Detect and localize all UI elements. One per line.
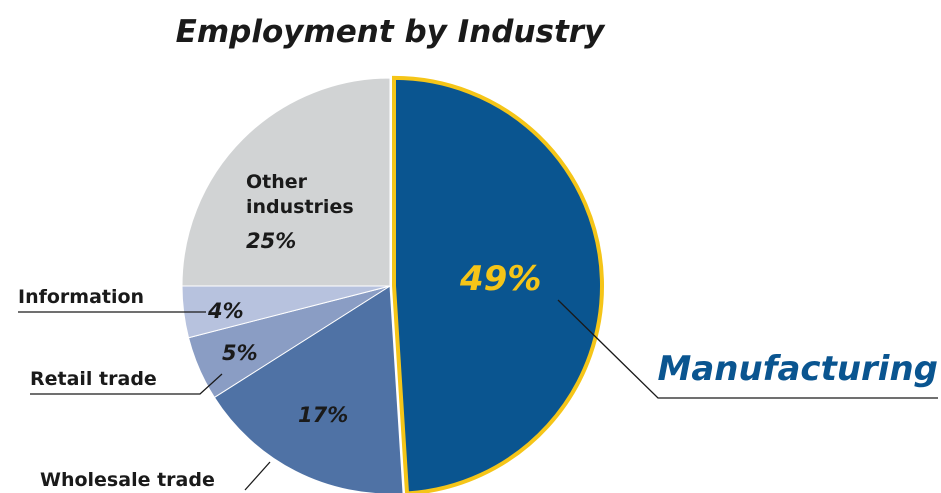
pie-slice-wholesale-trade [213,285,404,493]
slice-value-wholesale-trade: 17% [298,403,348,427]
pie-slice-manufacturing [392,75,604,493]
slice-value-other-industries: 25% [246,229,296,253]
leader-line-manufacturing [557,299,938,399]
slice-label-wholesale-trade: Wholesale trade [40,469,215,491]
slice-label-other-line-2: industries [246,196,354,218]
slice-value-manufacturing: 49% [459,259,541,299]
leader-line-wholesale-trade [244,461,271,491]
chart-title: Employment by Industry [176,14,606,50]
pie-slices [181,75,604,493]
slice-label-other-line-1: Other [246,171,308,193]
leader-line-retail-trade [30,373,223,395]
slice-value-retail-trade: 5% [222,341,258,365]
slice-label-information: Information [18,286,144,308]
slice-value-information: 4% [207,299,244,323]
pie-slice-other-industries [181,77,391,287]
slice-label-manufacturing: Manufacturing [658,349,939,389]
slice-label-retail-trade: Retail trade [30,368,157,390]
